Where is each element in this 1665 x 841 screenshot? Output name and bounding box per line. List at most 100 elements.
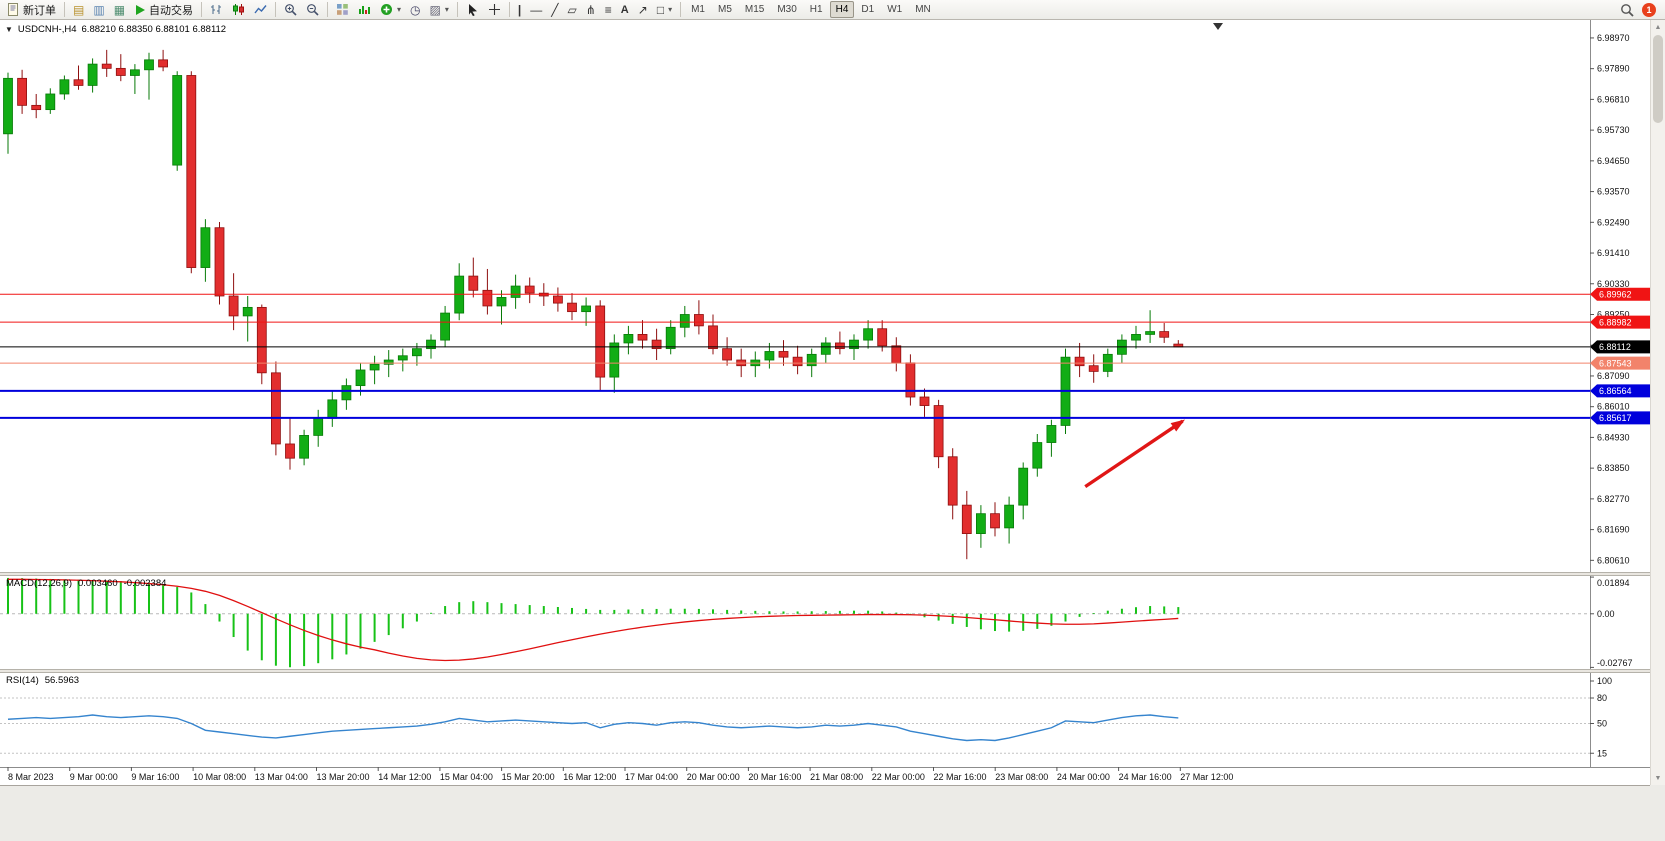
scroll-to-end-marker[interactable] — [1213, 23, 1223, 30]
svg-text:6.98970: 6.98970 — [1597, 33, 1630, 43]
trendline-tool-button[interactable]: ╱ — [547, 1, 562, 19]
market-watch-button[interactable]: ▦ — [110, 1, 129, 19]
one-click-trading-caret[interactable]: ▼ — [5, 25, 13, 34]
shapes-icon: □ — [656, 2, 665, 17]
chart-ohlc-values: 6.88210 6.88350 6.88101 6.88112 — [81, 24, 227, 35]
new-order-button[interactable]: 新订单 — [3, 1, 60, 19]
svg-text:27 Mar 12:00: 27 Mar 12:00 — [1180, 772, 1233, 782]
macd-canvas[interactable]: 0.01894 0.00 -0.02767 — [0, 576, 1650, 669]
timeframe-button-m5[interactable]: M5 — [712, 1, 738, 18]
scrollbar-thumb[interactable] — [1653, 35, 1663, 123]
svg-text:13 Mar 20:00: 13 Mar 20:00 — [317, 772, 370, 782]
svg-text:14 Mar 12:00: 14 Mar 12:00 — [378, 772, 431, 782]
timeframe-button-m30[interactable]: M30 — [771, 1, 802, 18]
main-chart-canvas[interactable]: 6.98970 6.97890 6.96810 6.95730 6.94650 6.935… — [0, 20, 1650, 572]
svg-text:22 Mar 00:00: 22 Mar 00:00 — [872, 772, 925, 782]
text-tool-button[interactable]: A — [617, 1, 633, 19]
svg-text:6.82770: 6.82770 — [1597, 494, 1630, 504]
period-clock-button[interactable]: ◷ — [406, 1, 424, 19]
candlestick-chart-button[interactable] — [228, 1, 249, 19]
time-axis[interactable]: 8 Mar 2023 9 Mar 00:00 9 Mar 16:00 10 Mar 0… — [0, 767, 1650, 785]
timeframe-button-w1[interactable]: W1 — [881, 1, 908, 18]
notification-badge[interactable]: 1 — [1642, 2, 1656, 17]
tile-windows-button[interactable] — [332, 1, 353, 19]
horizontal-line-tool-button[interactable]: — — [526, 1, 546, 19]
shapes-tool-button[interactable]: □ ▾ — [653, 1, 676, 19]
arrow-tool-icon: ↗ — [637, 2, 648, 17]
svg-text:6.86010: 6.86010 — [1597, 402, 1630, 412]
indicators-icon — [358, 3, 371, 16]
svg-text:50: 50 — [1597, 719, 1607, 729]
pitchfork-tool-button[interactable]: ⋔ — [582, 1, 600, 19]
scrollbar-down-button[interactable]: ▼ — [1654, 774, 1662, 782]
svg-text:100: 100 — [1597, 676, 1612, 686]
indicators-button[interactable] — [354, 1, 375, 19]
macd-label: MACD(12,26,9) 0.003460 -0.002384 — [6, 578, 166, 589]
price-tag: 6.86564 — [1590, 384, 1650, 398]
svg-text:6.85617: 6.85617 — [1599, 413, 1632, 423]
main-toolbar: 新订单 ▤ ▥ ▦ 自动交易 ▾ ◷ ▨ ▾ | — ╱ ▱ ⋔ ≡ A ↗ □… — [0, 0, 1665, 20]
chart-title: ▼ USDCNH-,H4 6.88210 6.88350 6.88101 6.8… — [5, 24, 226, 35]
svg-text:0.01894: 0.01894 — [1597, 578, 1630, 588]
scrollbar-up-button[interactable]: ▲ — [1654, 23, 1662, 31]
cursor-tool-button[interactable] — [462, 1, 483, 19]
tile-windows-icon — [336, 3, 349, 16]
svg-text:9 Mar 00:00: 9 Mar 00:00 — [70, 772, 118, 782]
svg-text:20 Mar 00:00: 20 Mar 00:00 — [687, 772, 740, 782]
price-tag: 6.89962 — [1590, 287, 1650, 301]
svg-text:6.87090: 6.87090 — [1597, 371, 1630, 381]
zoom-in-button[interactable] — [280, 1, 301, 19]
chart-symbol-period: USDCNH-,H4 — [17, 24, 77, 35]
svg-text:17 Mar 04:00: 17 Mar 04:00 — [625, 772, 678, 782]
svg-text:24 Mar 00:00: 24 Mar 00:00 — [1057, 772, 1110, 782]
new-chart-button[interactable]: ▤ — [69, 1, 88, 19]
toolbar-separator — [508, 2, 510, 17]
candlestick-chart-icon — [232, 3, 245, 16]
timeframe-button-mn[interactable]: MN — [909, 1, 937, 18]
svg-text:-0.02767: -0.02767 — [1597, 658, 1633, 668]
add-indicator-button[interactable]: ▾ — [376, 1, 405, 19]
timeframe-button-h4[interactable]: H4 — [829, 1, 855, 18]
svg-text:6.88982: 6.88982 — [1599, 317, 1632, 327]
panel-separator[interactable] — [0, 572, 1650, 576]
timeframe-button-m15[interactable]: M15 — [739, 1, 770, 18]
market-watch-icon: ▦ — [113, 2, 126, 17]
svg-text:6.83850: 6.83850 — [1597, 463, 1630, 473]
zoom-out-icon — [306, 3, 319, 16]
price-tag: 6.88112 — [1590, 340, 1650, 354]
svg-text:8 Mar 2023: 8 Mar 2023 — [8, 772, 54, 782]
vertical-line-tool-button[interactable]: | — [514, 1, 525, 19]
crosshair-tool-button[interactable] — [484, 1, 505, 19]
channel-tool-button[interactable]: ▱ — [563, 1, 580, 19]
autotrading-label: 自动交易 — [149, 4, 194, 17]
chart-window[interactable]: 6.98970 6.97890 6.96810 6.95730 6.94650 6.935… — [0, 20, 1650, 786]
search-button[interactable] — [1616, 1, 1638, 19]
arrow-tool-button[interactable]: ↗ — [634, 1, 652, 19]
svg-text:21 Mar 08:00: 21 Mar 08:00 — [810, 772, 863, 782]
caret-down-icon: ▾ — [444, 5, 449, 14]
timeframe-button-d1[interactable]: D1 — [855, 1, 880, 18]
panel-separator[interactable] — [0, 669, 1650, 673]
profiles-icon: ▥ — [93, 2, 105, 17]
line-chart-button[interactable] — [250, 1, 271, 19]
svg-text:16 Mar 12:00: 16 Mar 12:00 — [563, 772, 616, 782]
line-chart-icon — [254, 3, 267, 16]
trend-arrow-annotation[interactable] — [1084, 419, 1184, 489]
timeframe-button-m1[interactable]: M1 — [685, 1, 711, 18]
timeframe-button-h1[interactable]: H1 — [804, 1, 829, 18]
macd-signal-value: -0.002384 — [123, 578, 167, 589]
toolbar-separator — [275, 2, 277, 17]
chart-snapshot-button[interactable]: ▨ ▾ — [426, 1, 453, 19]
fibonacci-tool-button[interactable]: ≡ — [601, 1, 616, 19]
timeframe-group: M1 M5 M15 M30 H1 H4 D1 W1 MN — [685, 1, 937, 18]
price-tag: 6.87543 — [1590, 356, 1650, 370]
svg-text:15 Mar 20:00: 15 Mar 20:00 — [502, 772, 555, 782]
zoom-out-button[interactable] — [302, 1, 323, 19]
rsi-canvas[interactable]: 100 80 50 15 — [0, 673, 1650, 767]
svg-text:0.00: 0.00 — [1597, 609, 1615, 619]
bar-chart-button[interactable] — [206, 1, 227, 19]
vertical-scrollbar[interactable]: ▲ ▼ — [1650, 20, 1665, 785]
profiles-button[interactable]: ▥ — [89, 1, 108, 19]
autotrading-button[interactable]: 自动交易 — [130, 1, 197, 19]
svg-text:6.81690: 6.81690 — [1597, 525, 1630, 535]
